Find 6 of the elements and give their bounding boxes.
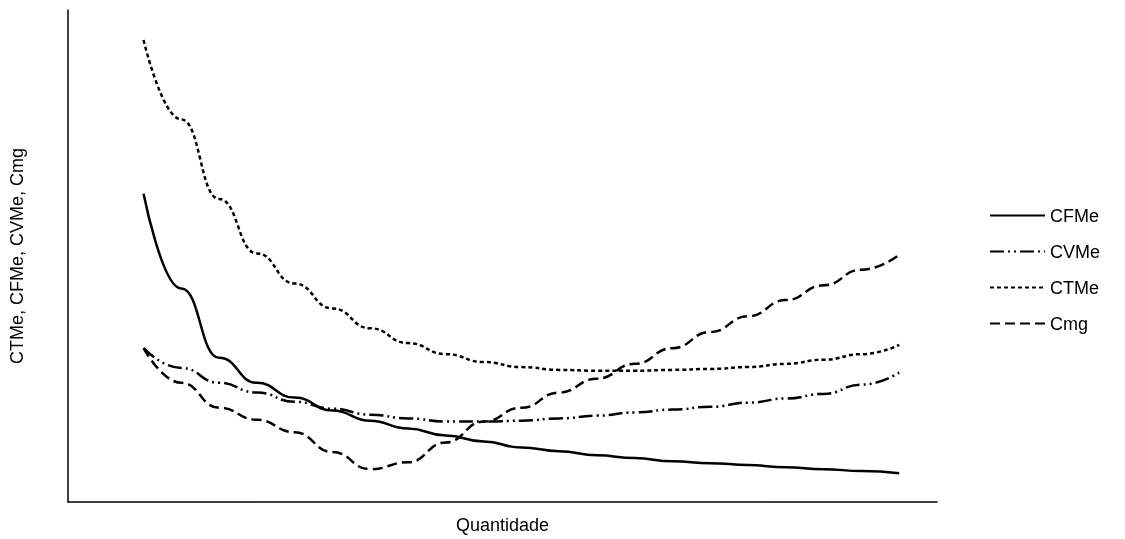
legend-label: CFMe	[1049, 205, 1099, 226]
x-axis-title: Quantidade	[455, 515, 550, 535]
legend-label: Cmg	[1049, 313, 1089, 334]
y-axis-title: CTMe, CFMe, CVMe, Cmg	[7, 147, 27, 365]
legend-label: CTMe	[1049, 277, 1099, 298]
legend-label: CVMe	[1049, 241, 1101, 262]
